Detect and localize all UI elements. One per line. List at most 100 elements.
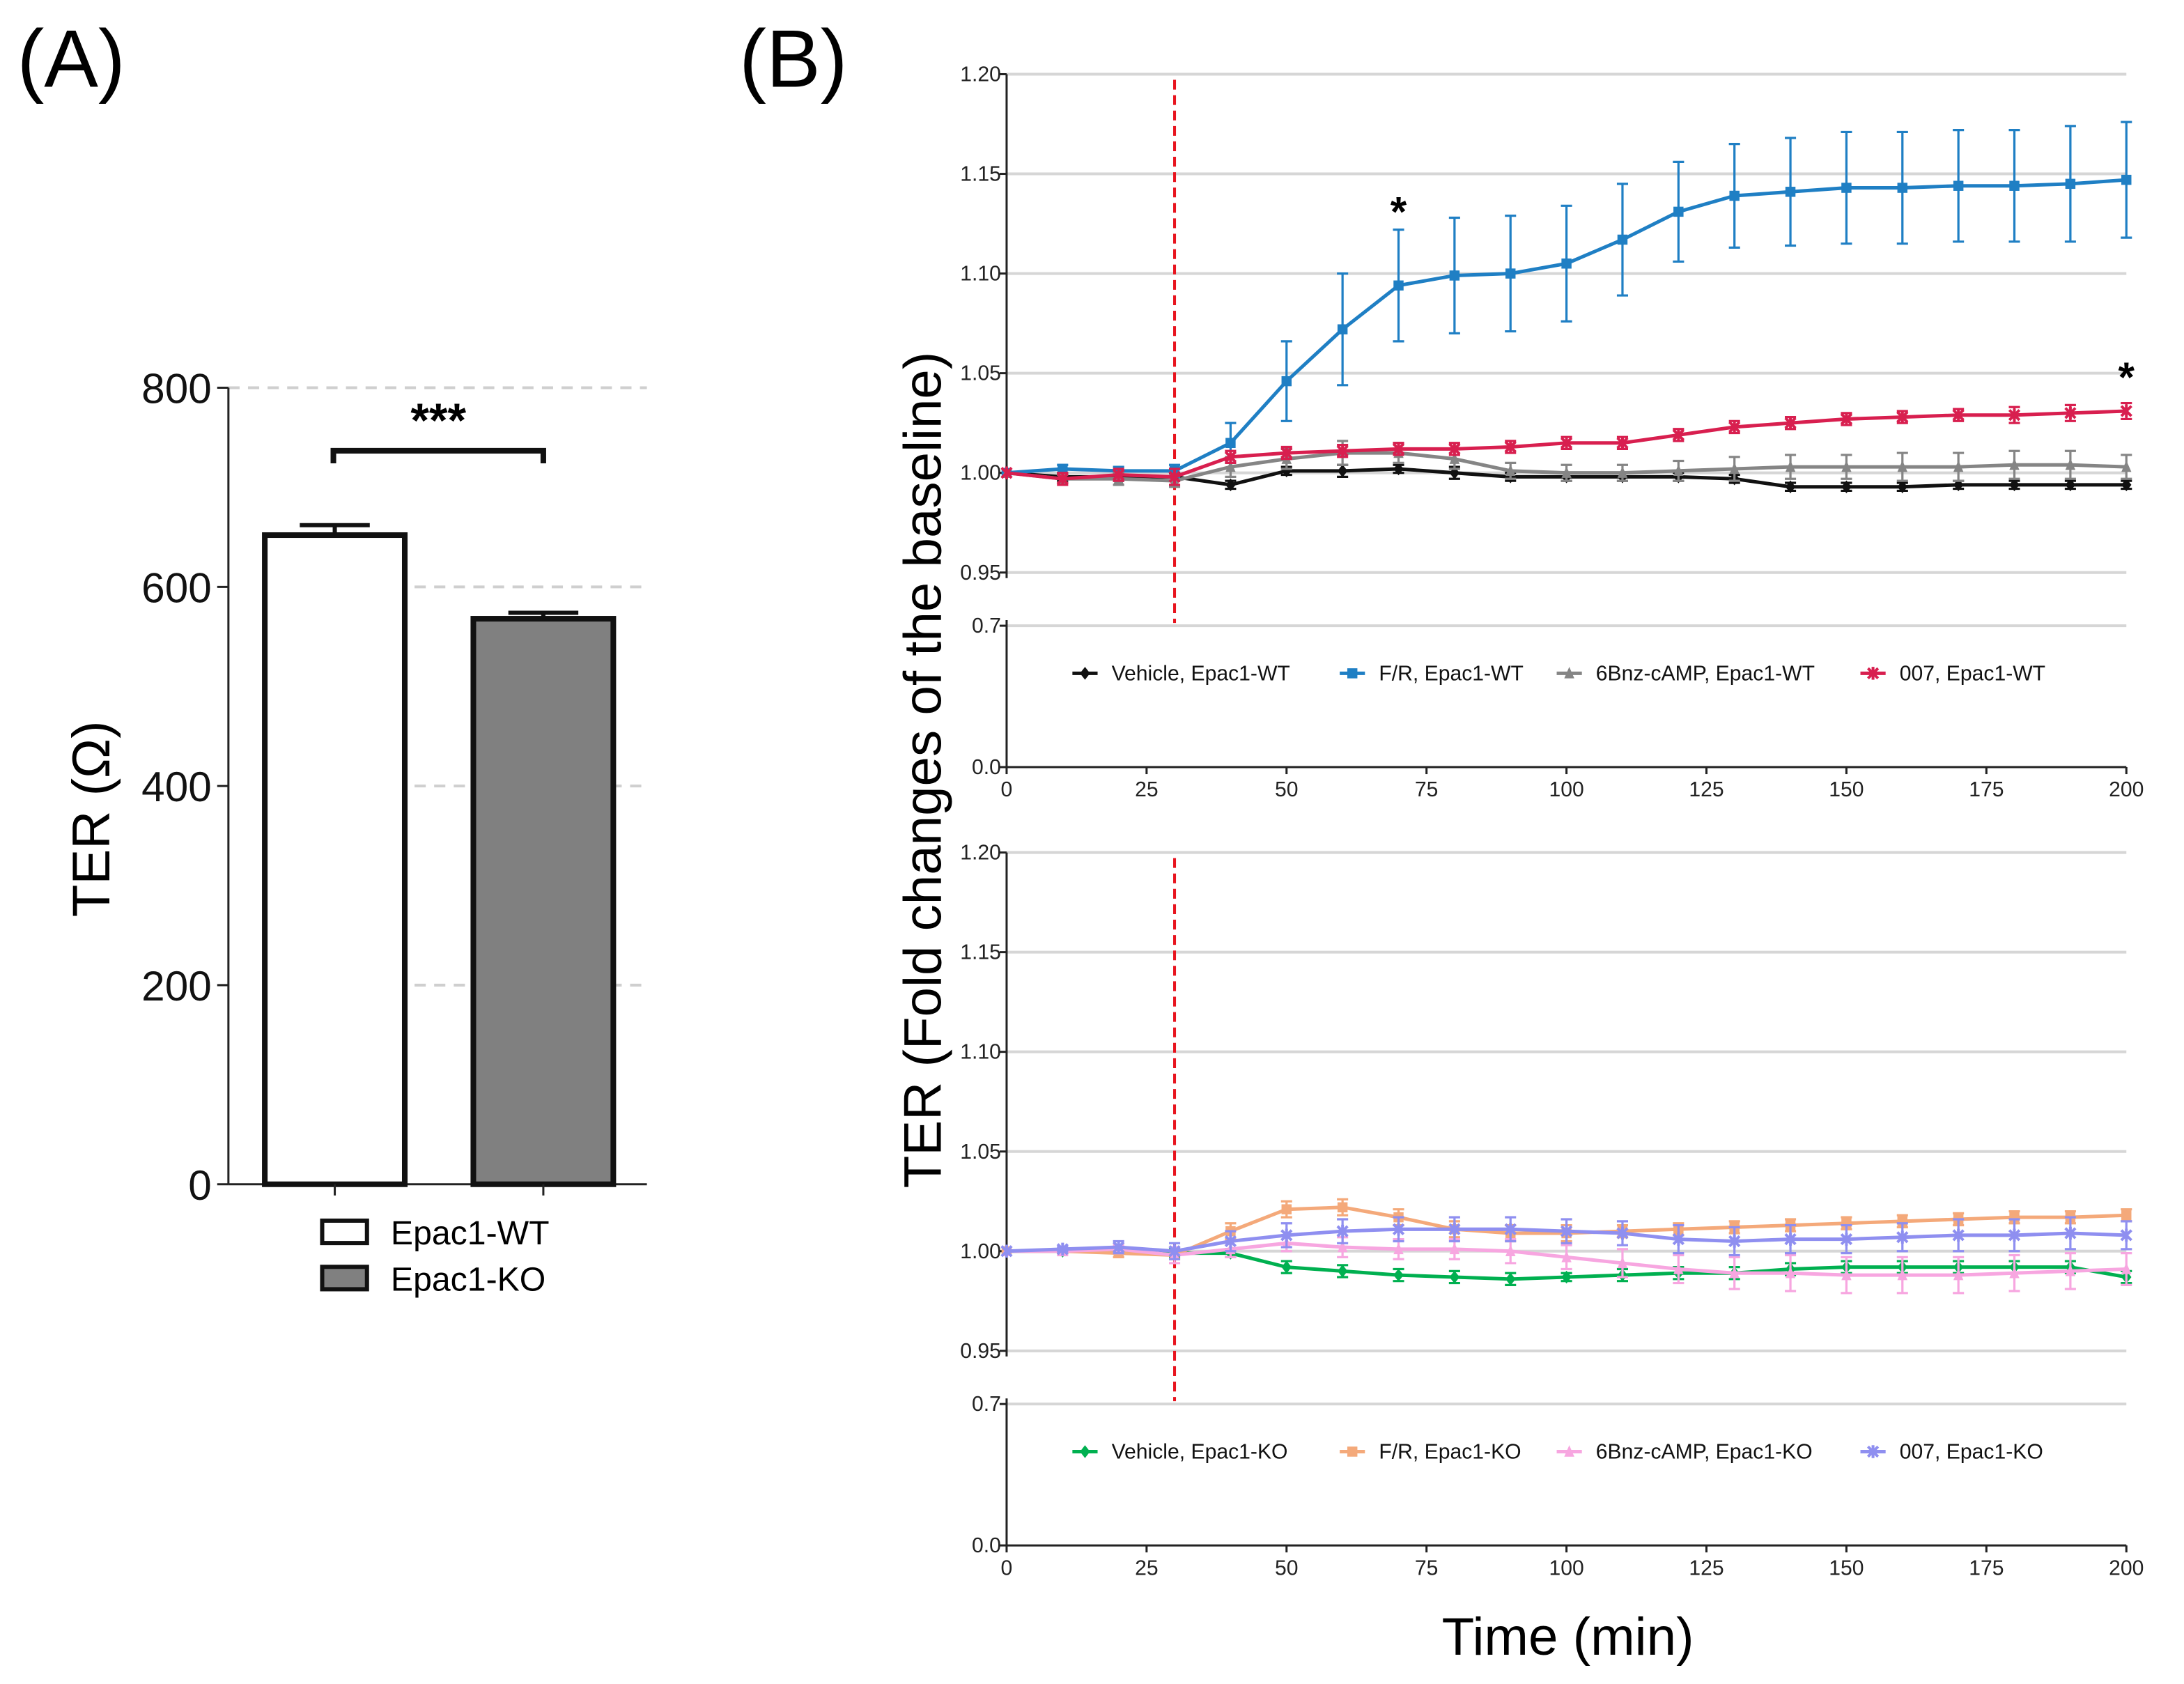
data-point xyxy=(1896,410,1909,424)
data-point xyxy=(1505,1244,1516,1257)
x-axis-label-b: Time (min) xyxy=(1442,1607,1694,1667)
data-point xyxy=(1784,1233,1797,1246)
data-point xyxy=(1225,460,1236,472)
panel-label-a: (A) xyxy=(17,14,125,105)
data-point xyxy=(1281,464,1292,478)
data-point xyxy=(1056,472,1069,486)
series-007, Epac1-WT xyxy=(1000,401,2132,486)
y-tick-label: 0.95 xyxy=(960,1340,1001,1363)
x-tick-label: 175 xyxy=(1969,1556,2004,1579)
y-axis-label: TER (Ω) xyxy=(62,720,121,917)
data-point xyxy=(1616,436,1629,450)
data-point xyxy=(1840,412,1853,426)
data-point xyxy=(1729,190,1740,201)
data-point xyxy=(2121,1262,2132,1274)
y-tick-label: 1.00 xyxy=(960,462,1001,485)
legend-label: Vehicle, Epac1-KO xyxy=(1112,1441,1288,1464)
data-point xyxy=(1000,1244,1013,1258)
legend-swatch xyxy=(320,1218,369,1246)
data-point xyxy=(1728,420,1741,434)
legend-label: 6Bnz-cAMP, Epac1-WT xyxy=(1596,662,1815,685)
y-tick-label: 1.10 xyxy=(960,1041,1001,1064)
data-point xyxy=(1953,180,1964,191)
legend-label: 007, Epac1-KO xyxy=(1900,1441,2043,1464)
data-point xyxy=(1841,1268,1852,1281)
legend-label: F/R, Epac1-KO xyxy=(1379,1441,1521,1464)
data-point xyxy=(1337,1265,1348,1278)
data-point xyxy=(1952,1228,1965,1242)
y-tick-label: 1.05 xyxy=(960,362,1001,385)
data-point xyxy=(2009,180,2020,191)
data-point xyxy=(1672,428,1685,442)
data-point xyxy=(1000,466,1013,479)
data-point xyxy=(2065,178,2076,190)
data-point xyxy=(1617,466,1628,478)
y-tick-label: 0.95 xyxy=(960,562,1001,585)
x-tick-label: 125 xyxy=(1689,778,1724,801)
data-point xyxy=(1448,442,1461,456)
data-point xyxy=(2065,458,2076,470)
y-tick-label: 0.0 xyxy=(972,756,1001,779)
data-point xyxy=(2009,478,2020,492)
legend-swatch xyxy=(320,1265,369,1292)
data-point xyxy=(1897,460,1908,472)
data-point xyxy=(1672,1233,1685,1246)
data-point xyxy=(1113,1240,1125,1254)
data-point xyxy=(1673,1262,1684,1274)
data-point xyxy=(1393,1242,1404,1255)
data-point xyxy=(1337,1240,1348,1253)
line-chart-ko: 0.95 1.00 1.05 1.10 1.15 1.20 0.0 0.7 0 25 50 75 100… xyxy=(960,842,2144,1580)
x-tick-label: 175 xyxy=(1969,778,2004,801)
x-tick-label: 0 xyxy=(1001,778,1013,801)
data-point xyxy=(1561,1270,1572,1284)
data-point xyxy=(1504,440,1517,454)
data-point xyxy=(1337,1202,1348,1213)
data-point xyxy=(1841,183,1852,193)
data-point xyxy=(1281,1204,1292,1214)
x-tick-label: 25 xyxy=(1135,1556,1159,1579)
data-point xyxy=(1784,416,1797,430)
data-point xyxy=(1080,667,1090,680)
data-point xyxy=(1280,1228,1293,1242)
data-point xyxy=(2121,1210,2132,1221)
data-point xyxy=(1337,324,1348,334)
data-point xyxy=(2064,1226,2077,1240)
data-point xyxy=(1225,438,1236,449)
data-point xyxy=(2008,408,2021,422)
data-point xyxy=(1393,280,1404,291)
data-point xyxy=(1897,480,1908,493)
legend-label: 6Bnz-cAMP, Epac1-KO xyxy=(1596,1441,1813,1464)
y-tick-label: 1.05 xyxy=(960,1141,1001,1164)
y-tick-label: 1.10 xyxy=(960,263,1001,286)
data-point xyxy=(1058,463,1068,474)
x-tick-label: 100 xyxy=(1549,778,1583,801)
data-point xyxy=(1281,376,1292,387)
data-point xyxy=(1896,1230,1909,1244)
data-point xyxy=(2009,1267,2020,1279)
data-point xyxy=(2121,174,2132,185)
data-point xyxy=(1616,1226,1629,1240)
data-point xyxy=(1785,480,1796,493)
data-point xyxy=(1561,1251,1572,1262)
x-tick-label: 150 xyxy=(1829,778,1864,801)
data-point xyxy=(1392,442,1405,456)
x-tick-label: 125 xyxy=(1689,1556,1724,1579)
data-point xyxy=(1561,466,1572,478)
data-point xyxy=(1280,446,1293,460)
significance-bracket xyxy=(330,447,546,464)
data-point xyxy=(1224,450,1237,464)
legend-label: Epac1-WT xyxy=(391,1214,550,1252)
panel-label-b: (B) xyxy=(739,14,847,105)
data-point xyxy=(1504,1223,1517,1236)
significance-label: *** xyxy=(410,394,466,447)
legend-label: Vehicle, Epac1-WT xyxy=(1112,662,1290,685)
data-point xyxy=(2064,406,2077,420)
data-point xyxy=(1866,667,1880,680)
data-point xyxy=(1785,460,1796,472)
y-tick-label: 1.15 xyxy=(960,163,1001,186)
x-tick-label: 50 xyxy=(1275,778,1299,801)
data-point xyxy=(1337,464,1348,478)
y-tick-label: 400 xyxy=(141,763,212,810)
x-tick-label: 200 xyxy=(2109,778,2144,801)
data-point xyxy=(1729,1267,1740,1279)
